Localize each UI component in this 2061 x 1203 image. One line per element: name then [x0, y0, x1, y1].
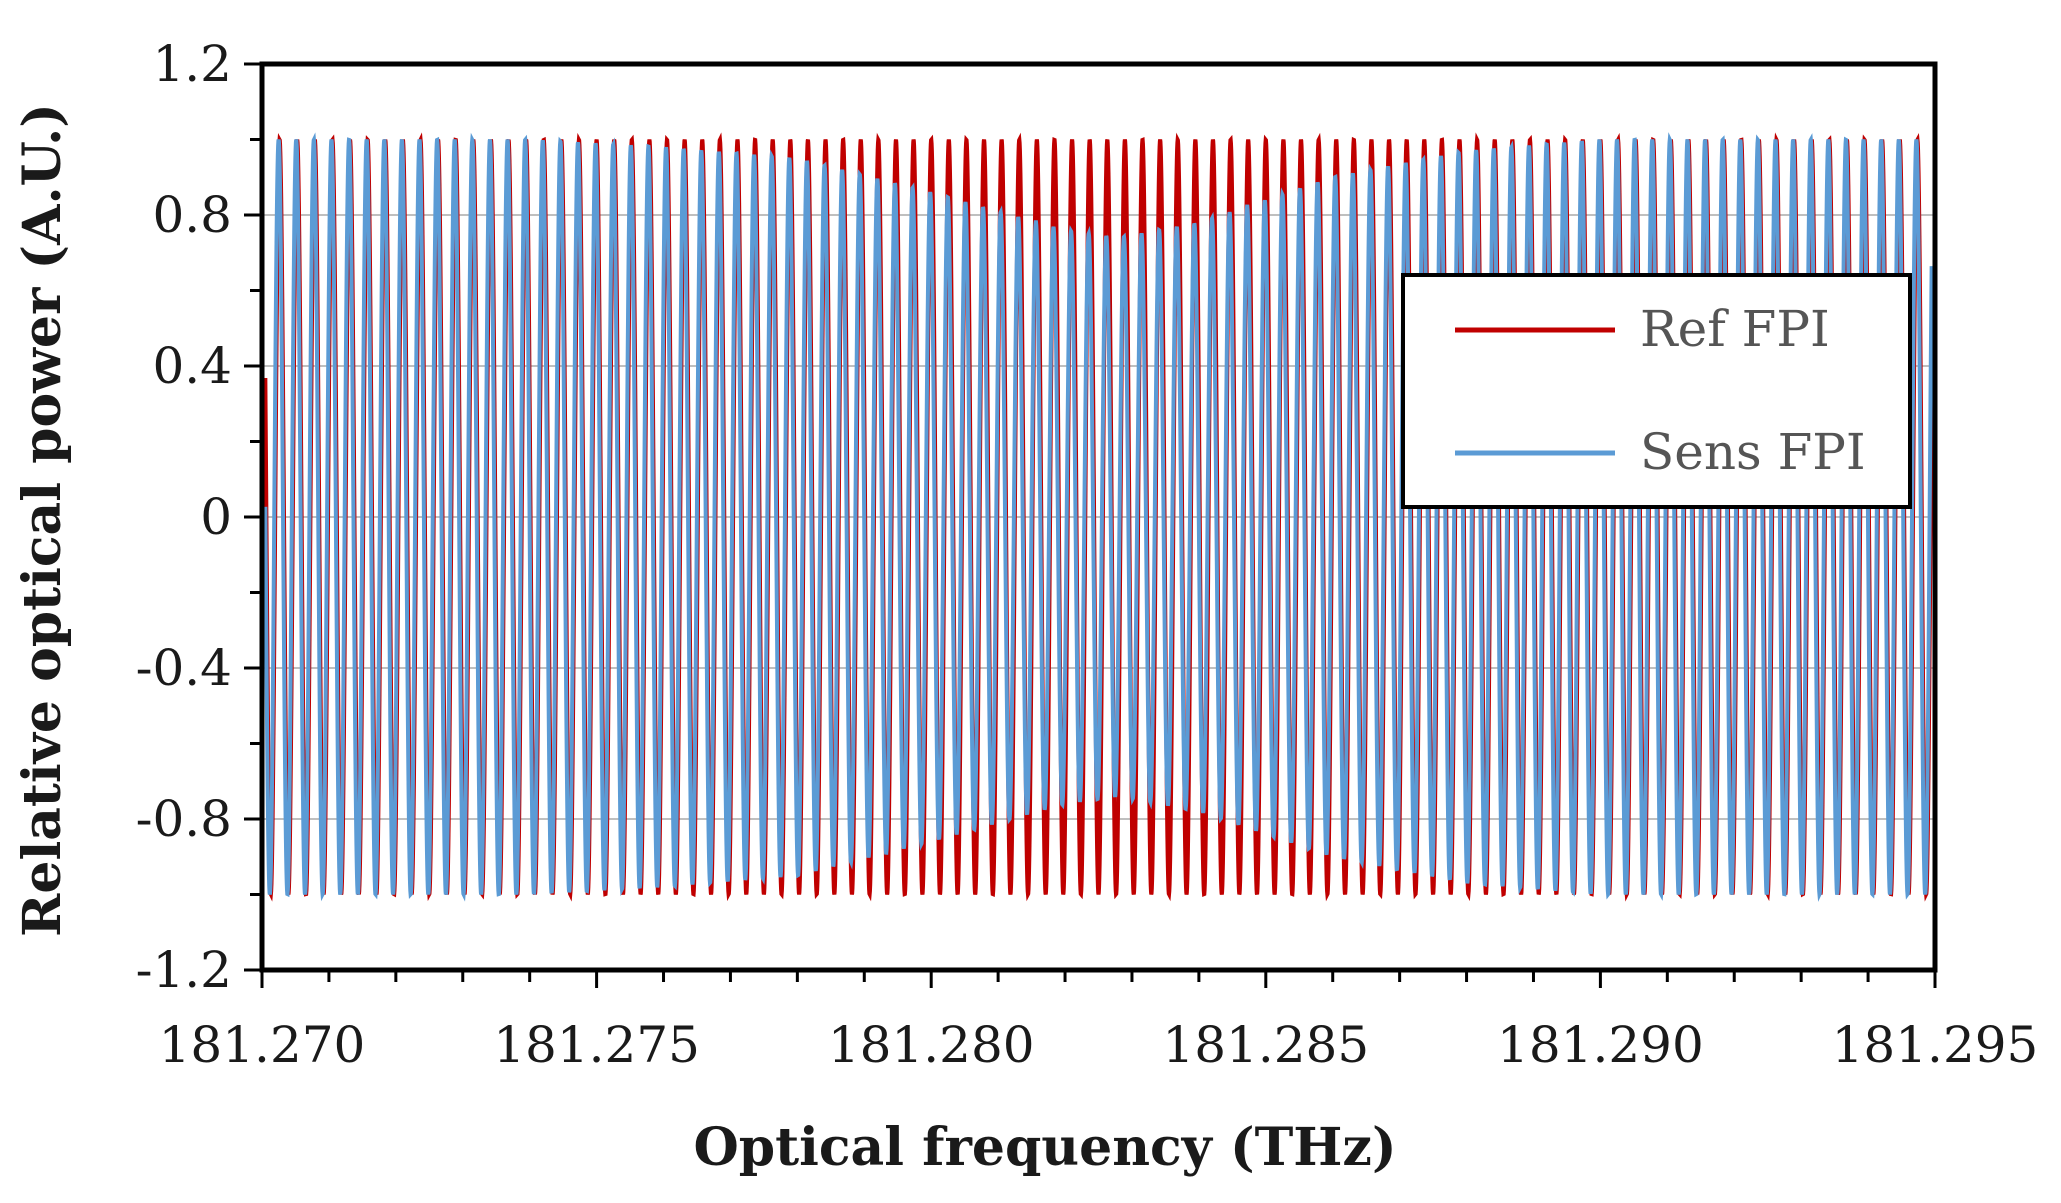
- series-group: [263, 132, 1934, 902]
- y-tick-label: 0.4: [152, 337, 232, 395]
- y-tick-label: -1.2: [136, 941, 232, 999]
- x-tick-label: 181.280: [828, 1016, 1035, 1074]
- x-tick-label: 181.275: [493, 1016, 700, 1074]
- axis-ticks: [244, 62, 1937, 988]
- x-tick-label: 181.285: [1162, 1016, 1369, 1074]
- legend-label-ref: Ref FPI: [1640, 300, 1830, 358]
- x-tick-label: 181.295: [1832, 1016, 2039, 1074]
- y-tick-label: -0.8: [136, 790, 232, 848]
- x-tick-label: 181.270: [159, 1016, 366, 1074]
- series-line-sens-fpi: [263, 132, 1934, 902]
- y-tick-label: 1.2: [152, 35, 232, 93]
- y-axis-title: Relative optical power (A.U.): [12, 103, 73, 937]
- legend: Ref FPI Sens FPI: [1401, 273, 1912, 509]
- y-tick-labels: 1.2 0.8 0.4 0 -0.4 -0.8 -1.2: [136, 35, 232, 999]
- y-tick-label: -0.4: [136, 639, 232, 697]
- legend-box: [1401, 273, 1912, 509]
- y-tick-label: 0: [200, 488, 232, 546]
- legend-label-sens: Sens FPI: [1640, 423, 1866, 481]
- x-axis-title: Optical frequency (THz): [693, 1117, 1396, 1178]
- x-tick-label: 181.290: [1497, 1016, 1704, 1074]
- y-tick-label: 0.8: [152, 186, 232, 244]
- x-tick-labels: 181.270 181.275 181.280 181.285 181.290 181.2…: [159, 1016, 2039, 1074]
